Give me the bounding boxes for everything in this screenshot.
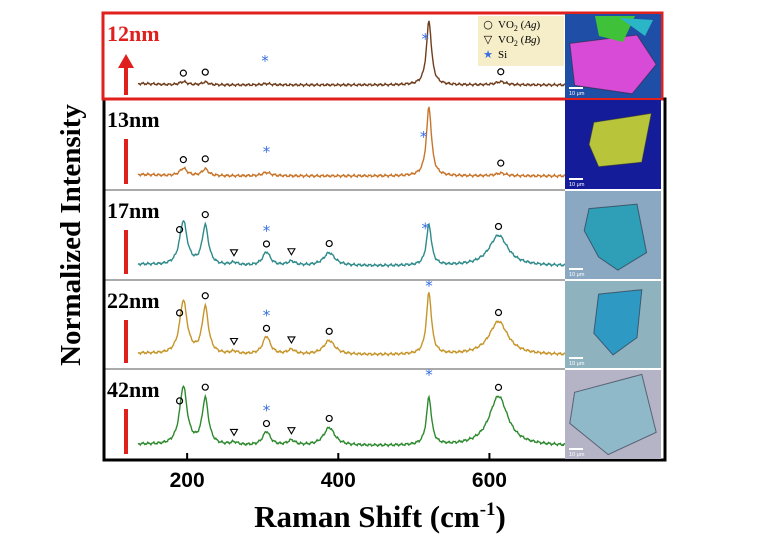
legend-symbol: ★ <box>483 48 493 61</box>
flake-green <box>595 16 635 42</box>
legend-label: VO2 (Ag) <box>498 19 541 33</box>
si-marker: * <box>421 220 429 238</box>
panel-42nm: * * 42nm <box>104 366 566 454</box>
ag-marker <box>175 226 184 234</box>
x-axis-label-main: Raman Shift (cm <box>254 499 480 534</box>
x-axis: 200 400 600 <box>170 453 507 492</box>
bg-marker <box>229 337 239 346</box>
thumbnail-17nm: 10 μm <box>565 191 661 279</box>
x-axis-label-tail: ) <box>496 499 506 534</box>
legend-symbol: ▽ <box>484 33 493 46</box>
ag-marker <box>262 324 271 332</box>
panel-22nm: * * 22nm <box>104 277 566 363</box>
si-marker: * <box>425 277 433 295</box>
panel-17nm: * * 17nm <box>104 189 566 274</box>
flake <box>588 112 653 168</box>
scale-label: 10 μm <box>569 452 585 458</box>
flake <box>569 373 657 456</box>
thickness-label-22nm: 22nm <box>107 288 160 313</box>
ag-marker <box>325 414 333 423</box>
scale-bar <box>569 268 583 270</box>
si-marker: * <box>263 143 271 161</box>
arrow-head <box>118 54 134 68</box>
legend-box <box>478 16 564 66</box>
panel-12nm: * * 12nm <box>107 20 566 95</box>
si-marker: * <box>263 402 271 420</box>
thumbnail-12nm: 10 μm <box>565 14 661 98</box>
bg-marker <box>286 248 296 256</box>
thumbnail-13nm: 10 μm <box>565 100 661 189</box>
bg-marker <box>229 428 239 437</box>
flake <box>593 289 643 356</box>
x-tick-label: 600 <box>472 469 507 492</box>
ag-marker <box>325 327 333 335</box>
si-marker: * <box>425 366 433 384</box>
spectrum-line-13nm <box>137 106 566 179</box>
ag-marker <box>494 383 503 391</box>
ag-marker <box>175 309 184 317</box>
spectrum-line-42nm <box>137 385 566 448</box>
bg-marker <box>229 249 239 257</box>
spectra-panels: * * 12nm * * 13nm * * 17nm * * 22nm * * 42nm <box>104 20 566 454</box>
si-marker: * <box>263 222 271 240</box>
ag-marker <box>494 222 503 231</box>
scale-label: 10 μm <box>569 361 585 367</box>
flake <box>569 34 657 95</box>
scale-label: 10 μm <box>569 182 585 188</box>
ag-marker <box>325 239 333 248</box>
scale-bar <box>569 87 583 89</box>
ag-marker <box>175 397 184 405</box>
legend-label: VO2 (Bg) <box>498 34 541 48</box>
legend-symbol: ○ <box>483 18 493 31</box>
legend-label: Si <box>498 49 507 61</box>
ag-marker <box>497 68 505 76</box>
si-marker: * <box>261 52 269 70</box>
spectrum-line-12nm <box>137 20 566 88</box>
ag-marker <box>262 419 271 428</box>
scale-bar <box>569 178 583 180</box>
ag-marker <box>179 156 187 164</box>
thickness-label-12nm: 12nm <box>107 21 160 46</box>
x-tick-label: 400 <box>321 469 356 492</box>
ag-marker <box>201 68 209 76</box>
scale-bar <box>569 357 583 359</box>
ag-marker <box>497 159 505 167</box>
ag-marker <box>179 69 187 77</box>
ag-marker <box>494 308 503 317</box>
x-tick-label: 200 <box>170 469 205 492</box>
si-marker: * <box>420 128 428 146</box>
ag-marker <box>201 155 209 163</box>
bg-marker <box>286 427 296 435</box>
si-marker: * <box>421 30 429 48</box>
bg-marker <box>286 336 296 344</box>
ag-marker <box>201 211 209 219</box>
ag-marker <box>201 292 209 300</box>
flake <box>583 203 648 271</box>
legend: ○ VO2 (Ag) ▽ VO2 (Bg) ★ Si <box>478 16 564 66</box>
x-axis-label-sup: -1 <box>480 499 496 520</box>
y-axis-label: Normalized Intensity <box>55 104 87 366</box>
thickness-label-42nm: 42nm <box>107 377 160 402</box>
thumbnail-22nm: 10 μm <box>565 281 661 368</box>
scale-label: 10 μm <box>569 91 585 97</box>
thickness-label-17nm: 17nm <box>107 198 160 223</box>
panel-13nm: * * 13nm <box>104 98 566 184</box>
highlight-box-12nm <box>101 11 664 101</box>
spectrum-line-22nm <box>137 292 566 357</box>
thumbnail-42nm: 10 μm <box>565 370 661 459</box>
ag-marker <box>201 383 209 391</box>
scale-label: 10 μm <box>569 272 585 278</box>
flake-cyan <box>620 18 653 36</box>
scale-bar <box>569 448 583 450</box>
si-marker: * <box>263 306 271 324</box>
ag-marker <box>262 240 271 248</box>
optical-thumbnails: 10 μm 10 μm 10 μm 10 μm 10 μm <box>565 14 661 459</box>
thickness-label-13nm: 13nm <box>107 107 160 132</box>
x-axis-label: Raman Shift (cm-1) <box>254 499 506 534</box>
spectrum-line-17nm <box>137 220 566 268</box>
